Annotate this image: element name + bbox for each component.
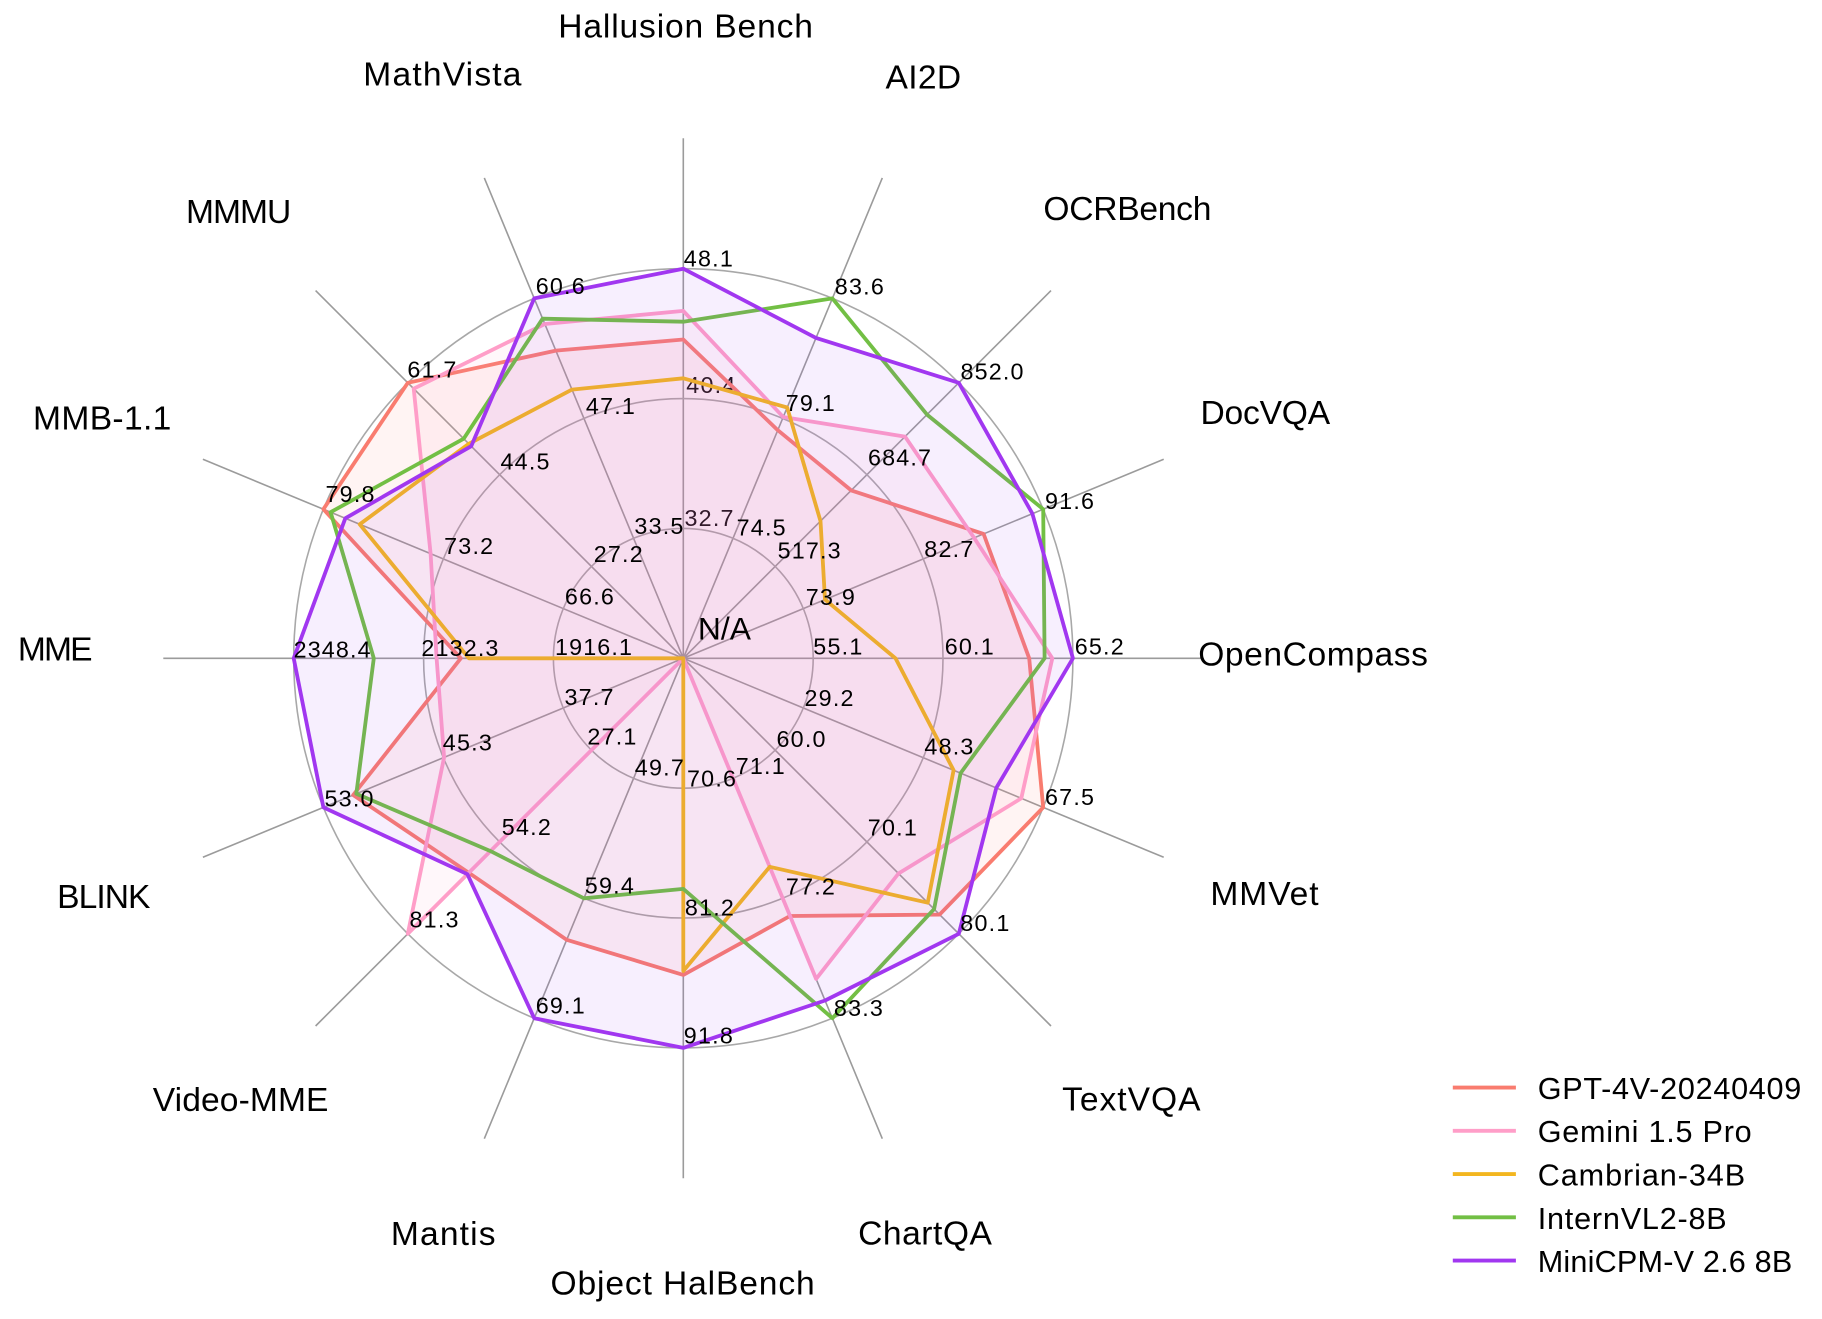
svg-text:79.1: 79.1 [786,390,835,416]
svg-text:81.2: 81.2 [685,895,734,921]
svg-text:71.1: 71.1 [736,753,785,779]
svg-text:Object HalBench: Object HalBench [551,1265,815,1302]
svg-text:OCRBench: OCRBench [1043,191,1211,228]
svg-text:517.3: 517.3 [778,537,841,563]
svg-text:83.6: 83.6 [835,273,884,299]
svg-text:91.8: 91.8 [684,1023,733,1049]
svg-text:45.3: 45.3 [443,729,492,755]
svg-text:Video-MME: Video-MME [153,1082,329,1119]
svg-text:684.7: 684.7 [868,444,931,470]
svg-text:2348.4: 2348.4 [294,636,371,662]
svg-text:ChartQA: ChartQA [858,1215,992,1252]
svg-text:29.2: 29.2 [805,685,854,711]
svg-text:N/A: N/A [698,611,752,647]
svg-text:GPT-4V-20240409: GPT-4V-20240409 [1538,1072,1802,1106]
svg-text:60.6: 60.6 [536,273,585,299]
svg-text:60.1: 60.1 [945,633,994,659]
svg-text:TextVQA: TextVQA [1062,1082,1201,1119]
svg-text:60.0: 60.0 [777,726,826,752]
svg-text:27.2: 27.2 [594,541,643,567]
svg-text:81.3: 81.3 [410,906,459,932]
svg-text:49.7: 49.7 [635,754,684,780]
svg-text:65.2: 65.2 [1075,633,1124,659]
svg-text:54.2: 54.2 [502,814,551,840]
svg-text:1916.1: 1916.1 [555,634,632,660]
svg-text:2132.3: 2132.3 [421,635,498,661]
svg-text:Mantis: Mantis [391,1216,496,1253]
svg-text:66.6: 66.6 [565,584,614,610]
svg-text:47.1: 47.1 [586,393,635,419]
svg-text:OpenCompass: OpenCompass [1198,636,1428,673]
svg-text:83.3: 83.3 [834,995,883,1021]
svg-text:27.1: 27.1 [587,724,636,750]
svg-text:BLINK: BLINK [57,879,151,916]
svg-text:48.1: 48.1 [684,246,733,272]
svg-text:Gemini 1.5 Pro: Gemini 1.5 Pro [1538,1115,1752,1149]
svg-text:DocVQA: DocVQA [1201,395,1331,432]
svg-text:MMVet: MMVet [1210,876,1319,913]
svg-text:Cambrian-34B: Cambrian-34B [1538,1159,1745,1193]
svg-text:73.2: 73.2 [444,533,493,559]
svg-text:59.4: 59.4 [585,873,634,899]
svg-text:InternVL2-8B: InternVL2-8B [1538,1202,1727,1236]
svg-text:82.7: 82.7 [924,536,973,562]
svg-text:AI2D: AI2D [886,59,962,96]
svg-text:70.6: 70.6 [687,766,736,792]
svg-text:852.0: 852.0 [961,358,1024,384]
svg-text:74.5: 74.5 [737,515,786,541]
svg-text:MMB-1.1: MMB-1.1 [33,401,171,438]
svg-text:MMMU: MMMU [186,194,291,231]
svg-text:Hallusion Bench: Hallusion Bench [558,8,813,45]
svg-text:MiniCPM-V 2.6 8B: MiniCPM-V 2.6 8B [1538,1245,1793,1279]
svg-text:33.5: 33.5 [634,513,683,539]
svg-text:48.3: 48.3 [924,734,973,760]
svg-text:69.1: 69.1 [536,993,585,1019]
svg-text:MathVista: MathVista [363,57,522,94]
svg-text:44.5: 44.5 [501,449,550,475]
svg-text:73.9: 73.9 [806,584,855,610]
svg-text:91.6: 91.6 [1045,488,1094,514]
svg-text:80.1: 80.1 [960,910,1009,936]
svg-text:MME: MME [18,632,93,669]
svg-text:70.1: 70.1 [868,815,917,841]
svg-text:55.1: 55.1 [813,633,862,659]
svg-text:37.7: 37.7 [565,684,614,710]
svg-text:32.7: 32.7 [685,505,734,531]
svg-text:53.0: 53.0 [325,786,374,812]
svg-text:77.2: 77.2 [786,874,835,900]
svg-text:79.8: 79.8 [326,481,375,507]
svg-text:61.7: 61.7 [407,356,456,382]
svg-text:67.5: 67.5 [1045,784,1094,810]
